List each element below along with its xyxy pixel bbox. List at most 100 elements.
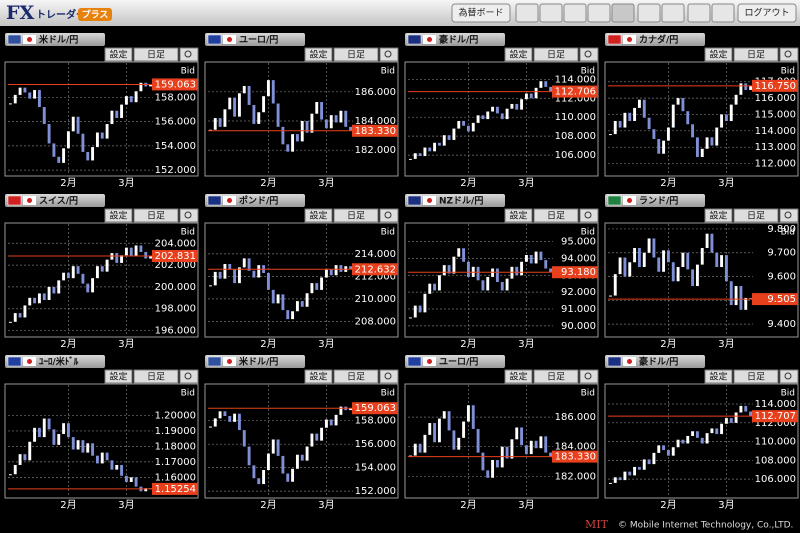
zoom-button[interactable]	[379, 47, 399, 62]
zoom-button[interactable]	[579, 369, 599, 384]
period-label[interactable]: 日足	[547, 50, 565, 61]
candle	[295, 134, 299, 142]
settings-button[interactable]	[504, 47, 533, 62]
settings-button[interactable]	[104, 47, 133, 62]
zoom-button[interactable]	[179, 208, 199, 223]
period-label[interactable]: 日足	[747, 372, 765, 383]
zoom-button[interactable]	[179, 369, 199, 384]
settings-button[interactable]	[304, 369, 333, 384]
zoom-button[interactable]	[179, 47, 199, 62]
settings-label[interactable]: 設定	[309, 371, 327, 383]
zoom-button[interactable]	[379, 208, 399, 223]
board-button-label[interactable]: 為替ボード	[458, 7, 503, 19]
period-button[interactable]	[533, 208, 579, 223]
candle	[129, 247, 133, 257]
flag	[407, 356, 422, 367]
candle	[100, 266, 104, 272]
settings-button[interactable]	[104, 369, 133, 384]
candle	[666, 250, 670, 263]
board-button[interactable]	[451, 3, 511, 23]
settings-label[interactable]: 設定	[109, 371, 127, 383]
period-button[interactable]	[133, 369, 179, 384]
zoom-button[interactable]	[379, 369, 399, 384]
settings-label[interactable]: 設定	[109, 210, 127, 222]
settings-button[interactable]	[704, 47, 733, 62]
layout-3[interactable]	[563, 3, 587, 23]
settings-label[interactable]: 設定	[709, 210, 727, 222]
candle	[310, 433, 314, 447]
zoom-button[interactable]	[579, 47, 599, 62]
layout-2[interactable]	[539, 3, 563, 23]
period-button[interactable]	[533, 369, 579, 384]
settings-label[interactable]: 設定	[509, 49, 527, 61]
candle	[129, 477, 133, 482]
zoom-button[interactable]	[779, 47, 799, 62]
settings-button[interactable]	[504, 208, 533, 223]
layout-4[interactable]	[587, 3, 611, 23]
settings-label[interactable]: 設定	[509, 210, 527, 222]
period-button[interactable]	[533, 47, 579, 62]
zoom-button[interactable]	[579, 208, 599, 223]
period-button[interactable]	[333, 369, 379, 384]
candle	[105, 259, 109, 272]
period-button[interactable]	[133, 208, 179, 223]
help-button[interactable]	[711, 3, 735, 23]
candle	[647, 117, 651, 130]
layout-1[interactable]	[515, 3, 539, 23]
period-label[interactable]: 日足	[147, 372, 165, 383]
period-label[interactable]: 日足	[347, 50, 365, 61]
period-button[interactable]	[733, 47, 779, 62]
logout-button[interactable]	[737, 3, 797, 23]
period-label[interactable]: 日足	[747, 211, 765, 222]
period-button[interactable]	[133, 47, 179, 62]
period-label[interactable]: 日足	[347, 211, 365, 222]
candle	[447, 265, 451, 274]
candle	[457, 121, 461, 129]
flag-jp-dot	[27, 359, 32, 364]
settings-button[interactable]	[687, 3, 711, 23]
settings-label[interactable]: 設定	[309, 210, 327, 222]
current-label: 159.063	[355, 403, 396, 414]
zoom-button[interactable]	[779, 208, 799, 223]
footer-copyright: © Mobile Internet Technology, Co.,LTD.	[618, 521, 793, 531]
candle	[237, 413, 241, 431]
settings-label[interactable]: 設定	[309, 49, 327, 61]
settings-button[interactable]	[704, 369, 733, 384]
layout-12[interactable]	[611, 3, 635, 23]
period-label[interactable]: 日足	[347, 372, 365, 383]
settings-label[interactable]: 設定	[709, 371, 727, 383]
period-label[interactable]: 日足	[147, 211, 165, 222]
candle	[71, 266, 75, 279]
candle	[618, 121, 622, 128]
candle	[457, 248, 461, 257]
period-button[interactable]	[333, 47, 379, 62]
period-button[interactable]	[733, 208, 779, 223]
period-label[interactable]: 日足	[147, 50, 165, 61]
settings-button[interactable]	[304, 47, 333, 62]
settings-label[interactable]: 設定	[109, 49, 127, 61]
logout-label[interactable]: ログアウト	[744, 7, 789, 19]
candle	[529, 440, 533, 455]
period-label[interactable]: 日足	[547, 211, 565, 222]
settings-button[interactable]	[704, 208, 733, 223]
candle	[124, 475, 128, 482]
settings-label[interactable]: 設定	[709, 49, 727, 61]
candle	[724, 418, 728, 424]
period-button[interactable]	[733, 369, 779, 384]
candle	[8, 474, 12, 476]
print-button[interactable]	[661, 3, 685, 23]
settings-button[interactable]	[304, 208, 333, 223]
candle	[495, 460, 499, 468]
settings-label[interactable]: 設定	[509, 371, 527, 383]
settings-button[interactable]	[104, 208, 133, 223]
x-tick-label: 2月	[60, 338, 76, 350]
candle	[724, 255, 728, 282]
save-button[interactable]	[637, 3, 661, 23]
period-button[interactable]	[333, 208, 379, 223]
candle	[42, 107, 46, 125]
period-label[interactable]: 日足	[747, 50, 765, 61]
settings-button[interactable]	[504, 369, 533, 384]
period-label[interactable]: 日足	[547, 372, 565, 383]
candle	[18, 313, 22, 318]
zoom-button[interactable]	[779, 369, 799, 384]
